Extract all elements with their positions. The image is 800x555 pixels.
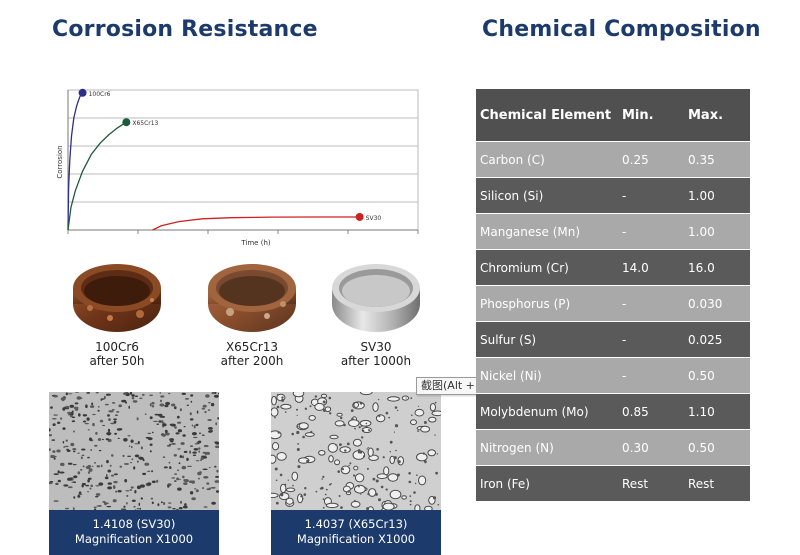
table-row: Carbon (C) 0.25 0.35 bbox=[476, 141, 750, 178]
table-row: Sulfur (S) -0.025 bbox=[476, 321, 750, 358]
series-line-sv30 bbox=[152, 216, 360, 231]
series-line-x65cr13 bbox=[67, 121, 127, 231]
ring-100cr6: 100Cr6 after 50h bbox=[57, 258, 177, 368]
header-element: Chemical Element bbox=[476, 89, 618, 142]
table-row: Nitrogen (N) 0.30 0.50 bbox=[476, 429, 750, 466]
rusty-ring-image bbox=[208, 264, 296, 332]
series-endpoint-x65cr13 bbox=[122, 118, 131, 127]
header-min: Min. bbox=[618, 89, 684, 142]
micrograph-x65cr13: 1.4037 (X65Cr13) Magnification X1000 bbox=[271, 392, 441, 555]
chart-x-axis-label: Time (h) bbox=[240, 239, 271, 247]
micrograph-caption: 1.4037 (X65Cr13) Magnification X1000 bbox=[271, 510, 441, 555]
table-row: Silicon (Si) -1.00 bbox=[476, 177, 750, 214]
table-row: Manganese (Mn) -1.00 bbox=[476, 213, 750, 250]
ring-x65cr13: X65Cr13 after 200h bbox=[192, 258, 312, 368]
chemical-composition-heading: Chemical Composition bbox=[482, 17, 761, 42]
header-max: Max. bbox=[684, 89, 750, 142]
ring-sv30: SV30 after 1000h bbox=[316, 258, 436, 368]
steel-ring-image bbox=[332, 264, 420, 332]
micrograph-sv30: 1.4108 (SV30) Magnification X1000 bbox=[49, 392, 219, 555]
series-line-100cr6 bbox=[67, 92, 84, 231]
table-row: Molybdenum (Mo) 0.85 1.10 bbox=[476, 393, 750, 430]
ring-caption: SV30 after 1000h bbox=[340, 340, 412, 368]
table-row: Phosphorus (P) -0.030 bbox=[476, 285, 750, 322]
chart-series: 100Cr6 X65Cr13 SV30 bbox=[67, 88, 382, 231]
series-endpoint-100cr6 bbox=[78, 88, 87, 97]
corrosion-chart: 100Cr6 X65Cr13 SV30 Time (h) Corrosion bbox=[56, 88, 419, 247]
table-header-row: Chemical Element Min. Max. bbox=[476, 89, 750, 142]
table-row: Nickel (Ni) -0.50 bbox=[476, 357, 750, 394]
chemical-composition-table: Chemical Element Min. Max. Carbon (C) 0.2… bbox=[476, 89, 750, 502]
series-label-100cr6: 100Cr6 bbox=[89, 91, 111, 98]
chart-plot-area bbox=[67, 89, 419, 231]
table-row: Chromium (Cr) 14.0 16.0 bbox=[476, 249, 750, 286]
chart-grid bbox=[67, 89, 419, 234]
rusty-ring-image bbox=[73, 264, 161, 332]
corrosion-resistance-heading: Corrosion Resistance bbox=[52, 17, 318, 42]
series-label-x65cr13: X65Cr13 bbox=[132, 120, 158, 127]
series-endpoint-sv30 bbox=[355, 212, 364, 221]
chart-y-axis-label: Corrosion bbox=[56, 145, 64, 178]
series-label-sv30: SV30 bbox=[366, 215, 382, 222]
micrograph-caption: 1.4108 (SV30) Magnification X1000 bbox=[49, 510, 219, 555]
ring-caption: 100Cr6 after 50h bbox=[89, 340, 145, 368]
ring-caption: X65Cr13 after 200h bbox=[220, 340, 284, 368]
table-row: Iron (Fe) Rest Rest bbox=[476, 465, 750, 502]
